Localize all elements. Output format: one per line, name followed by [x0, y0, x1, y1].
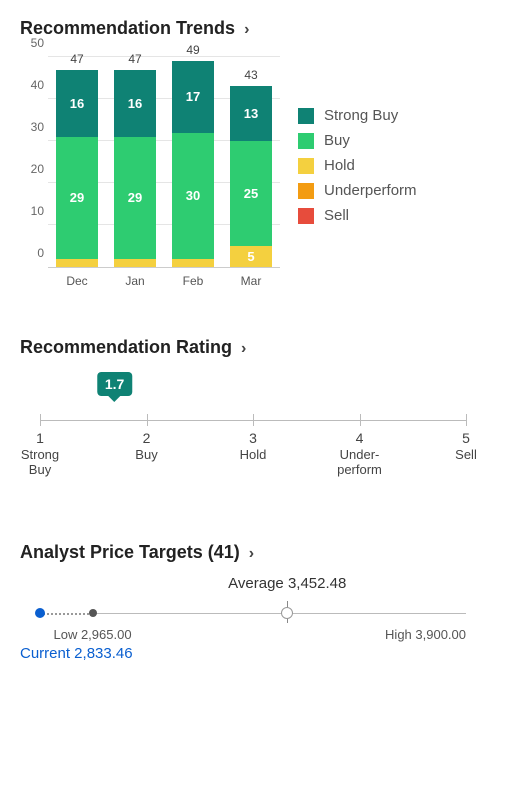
bar-segment — [114, 259, 156, 267]
bar-total-label: 49 — [172, 43, 214, 57]
bar-column: 471629 — [114, 70, 156, 267]
y-tick: 20 — [31, 162, 44, 176]
bar-segment: 29 — [114, 137, 156, 259]
trends-plot: 01020304050 4716294716294917304313255 De… — [20, 57, 280, 297]
track-dotted — [40, 613, 93, 615]
bar-segment: 5 — [230, 246, 272, 267]
rating-marker: 1.7 — [97, 372, 132, 396]
chevron-right-icon: › — [249, 545, 254, 562]
current-label: Current 2,833.46 — [20, 645, 133, 662]
scale-label: Sell — [455, 448, 477, 463]
legend-swatch — [298, 133, 314, 149]
chevron-right-icon: › — [241, 340, 246, 357]
low-label: Low 2,965.00 — [53, 627, 131, 642]
chevron-right-icon: › — [244, 21, 249, 38]
bar-segment — [56, 259, 98, 267]
targets-count: 41 — [214, 542, 234, 562]
bar-column: 471629 — [56, 70, 98, 267]
legend-label: Underperform — [324, 182, 417, 199]
rating-title[interactable]: Recommendation Rating › — [20, 337, 486, 358]
targets-title-prefix: Analyst Price Targets ( — [20, 542, 214, 562]
x-label: Mar — [230, 268, 272, 297]
bar-segment: 30 — [172, 133, 214, 259]
legend-swatch — [298, 158, 314, 174]
scale-number: 4 — [356, 430, 364, 446]
x-label: Jan — [114, 268, 156, 297]
legend-label: Hold — [324, 157, 355, 174]
bar-column: 4313255 — [230, 86, 272, 267]
legend-label: Sell — [324, 207, 349, 224]
y-tick: 40 — [31, 78, 44, 92]
current-dot — [35, 608, 45, 618]
bar-segment: 25 — [230, 141, 272, 246]
bar-segment — [172, 259, 214, 267]
legend-item: Sell — [298, 207, 417, 224]
legend-swatch — [298, 183, 314, 199]
average-circle — [281, 607, 293, 619]
scale-label: Strong Buy — [21, 448, 59, 478]
bar-total-label: 43 — [230, 68, 272, 82]
legend-label: Buy — [324, 132, 350, 149]
y-tick: 50 — [31, 36, 44, 50]
scale-label: Under- perform — [337, 448, 382, 478]
x-label: Feb — [172, 268, 214, 297]
trends-title-text: Recommendation Trends — [20, 18, 235, 38]
scale-number: 3 — [249, 430, 257, 446]
targets-title[interactable]: Analyst Price Targets (41) › — [20, 542, 486, 563]
legend-item: Hold — [298, 157, 417, 174]
rating-scale: 1Strong Buy2Buy3Hold4Under- perform5Sell… — [40, 402, 466, 472]
bar-segment: 13 — [230, 86, 272, 141]
rating-title-text: Recommendation Rating — [20, 337, 232, 357]
x-label: Dec — [56, 268, 98, 297]
track-solid — [93, 613, 466, 614]
legend-label: Strong Buy — [324, 107, 398, 124]
legend-item: Strong Buy — [298, 107, 417, 124]
high-label: High 3,900.00 — [385, 627, 466, 642]
price-target-scale: Average 3,452.48Low 2,965.00High 3,900.0… — [40, 599, 466, 669]
bar-segment: 16 — [56, 70, 98, 137]
scale-number: 2 — [143, 430, 151, 446]
y-tick: 10 — [31, 204, 44, 218]
bar-total-label: 47 — [56, 52, 98, 66]
legend-swatch — [298, 208, 314, 224]
trends-chart: 01020304050 4716294716294917304313255 De… — [20, 57, 486, 297]
legend-swatch — [298, 108, 314, 124]
bar-column: 491730 — [172, 61, 214, 267]
scale-tick — [253, 414, 254, 426]
scale-number: 5 — [462, 430, 470, 446]
scale-label: Buy — [135, 448, 157, 463]
bar-segment: 16 — [114, 70, 156, 137]
scale-tick — [466, 414, 467, 426]
bar-total-label: 47 — [114, 52, 156, 66]
bar-segment: 29 — [56, 137, 98, 259]
trends-title[interactable]: Recommendation Trends › — [20, 18, 486, 39]
scale-number: 1 — [36, 430, 44, 446]
y-tick: 30 — [31, 120, 44, 134]
scale-tick — [360, 414, 361, 426]
average-label: Average 3,452.48 — [228, 575, 346, 592]
targets-title-suffix: ) — [234, 542, 240, 562]
legend-item: Buy — [298, 132, 417, 149]
bar-segment: 17 — [172, 61, 214, 132]
scale-tick — [40, 414, 41, 426]
low-dot — [89, 609, 97, 617]
y-tick: 0 — [37, 246, 44, 260]
legend-item: Underperform — [298, 182, 417, 199]
trends-legend: Strong Buy Buy Hold Underperform Sell — [298, 107, 417, 224]
scale-tick — [147, 414, 148, 426]
scale-label: Hold — [240, 448, 267, 463]
